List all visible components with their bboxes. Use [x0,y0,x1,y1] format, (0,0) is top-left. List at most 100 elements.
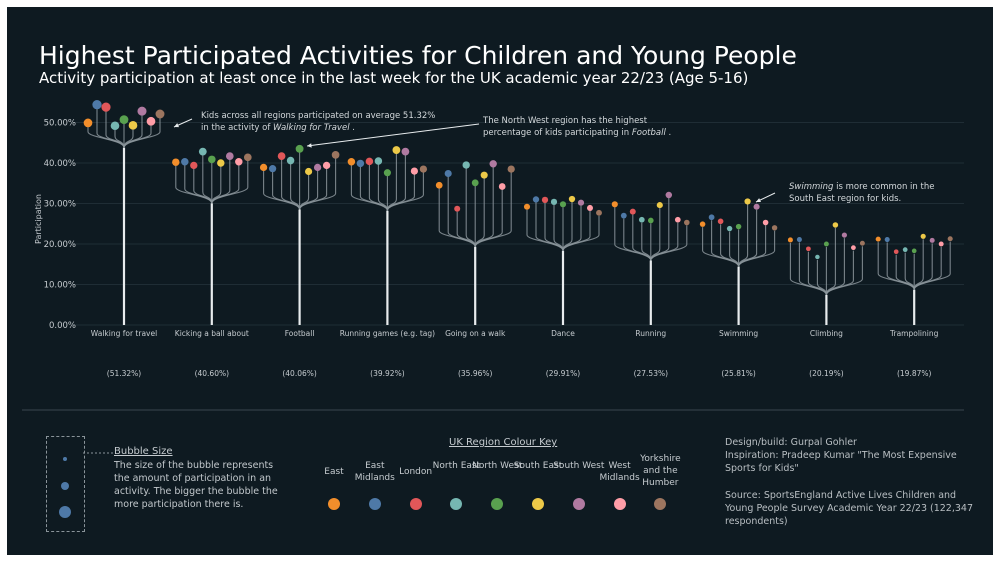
branch-line [447,176,476,247]
bubble-north-west [471,179,479,187]
bubble-yorkshire-and-the-humber [243,153,252,162]
activity-label: Swimming [719,329,758,338]
bubble-medium [61,482,69,490]
annotation-swimming-text: is more common in the South East region … [789,182,935,204]
bubble-east [347,158,356,166]
activity-average: (51.32%) [107,369,142,378]
bubble-london [717,218,724,225]
region-key-dot [368,498,381,510]
region-key-label: North West [472,461,523,471]
annotation-walking: Kids across all regions participated on … [201,110,441,134]
bubble-west-midlands [674,216,681,223]
branch-line [650,225,688,261]
credit-source: Source: SportsEngland Active Lives Child… [725,490,974,527]
bubble-east-midlands [620,212,627,219]
bubble-east-midlands [708,214,715,221]
bubble-south-west [577,199,585,206]
bubble-yorkshire-and-the-humber [771,225,778,231]
annotation-swimming-arrow-head [756,198,761,203]
page-title: Highest Participated Activities for Chil… [39,41,797,70]
credit-design: Design/build: Gurpal Gohler [725,437,857,448]
activity-average: (20.19%) [809,369,844,378]
bubble-london [101,102,111,112]
y-tick-label: 30.00% [44,200,76,210]
bubble-north-east [550,198,558,205]
bubble-yorkshire-and-the-humber [859,240,865,246]
bubble-south-east [217,159,225,167]
bubble-east-midlands [356,159,365,168]
activity-average: (40.06%) [282,369,317,378]
bubble-south-west [753,203,760,210]
bubble-north-east [815,254,820,260]
bubble-size-title: Bubble Size [114,446,173,457]
bubble-west-midlands [586,204,594,211]
activity-label: Walking for travel [91,329,157,338]
y-tick-label: 0.00% [49,321,76,331]
bubble-north-east [462,161,470,169]
annotation-football-text-1: The North West region has the highest pe… [483,116,648,138]
region-key-label: Yorkshire and the Humber [640,454,681,488]
bubble-south-east [744,198,751,205]
annotation-football-arrow-head [307,143,312,148]
bubble-east-midlands [884,237,890,243]
bubble-london [541,196,549,204]
bubble-london [806,246,811,252]
bubble-south-west [489,160,497,168]
branch-line [825,246,863,296]
bubble-south-west [401,147,410,156]
bubble-south-east [480,171,488,179]
label-layer: 0.00% 10.00% 20.00% 30.00% 40.00% 50.00% Parti… [34,119,939,379]
activity-label: Climbing [810,329,843,338]
activity-average: (27.53%) [634,369,669,378]
region-key-dot [532,498,544,510]
activity-label: Kicking a ball about [175,329,249,338]
bubble-london [277,152,286,160]
bubble-south-east [656,202,663,209]
bubble-north-east [286,156,295,165]
annotation-football-text-2: . [665,128,672,138]
bubble-north-west [911,248,917,254]
bubble-yorkshire-and-the-humber [419,165,428,173]
activity-label: Trampolining [889,329,939,338]
bubble-south-east [305,167,313,176]
annotation-walking-arrow-head [174,123,179,128]
bubble-yorkshire-and-the-humber [596,209,602,216]
annotation-swimming: Swimming is more common in the South Eas… [789,181,959,205]
bubble-yorkshire-and-the-humber [684,219,690,226]
annotation-football-em: Football [631,128,666,138]
bubble-west-midlands [498,183,506,190]
bubble-south-west [929,237,935,243]
branch-line [386,172,424,211]
y-axis-label: Participation [34,194,43,244]
bubble-london [365,157,374,166]
bubble-south-east [920,233,926,239]
branch-line [474,178,485,247]
dot-layer [83,100,953,260]
bubble-size-description: The size of the bubble represents the am… [114,460,278,510]
bubble-london [190,161,198,170]
bubble-east [699,221,706,227]
bubble-north-east [902,247,908,253]
region-key-dot [409,498,422,510]
bubble-north-east [110,121,120,131]
bubble-london [629,208,636,215]
bubble-west-midlands [235,158,243,166]
region-key-label: London [399,467,433,477]
activity-average: (35.96%) [458,369,493,378]
branch-line [474,172,512,248]
y-tick-label: 40.00% [44,159,76,169]
activity-label: Football [285,329,315,338]
bubble-south-west [665,191,673,199]
bubble-north-west [559,201,567,208]
bubble-north-west [119,115,129,125]
activity-label: Going on a walk [445,329,506,338]
dashboard-frame: Highest Participated Activities for Chil… [7,7,993,555]
bubble-south-east [128,121,138,130]
bubble-north-west [823,241,829,247]
bubble-north-east [638,216,645,223]
bubble-south-west [225,152,234,160]
activity-average: (29.91%) [546,369,581,378]
branch-line [123,116,161,148]
bubble-east-midlands [444,169,452,178]
bubble-south-east [392,146,401,154]
